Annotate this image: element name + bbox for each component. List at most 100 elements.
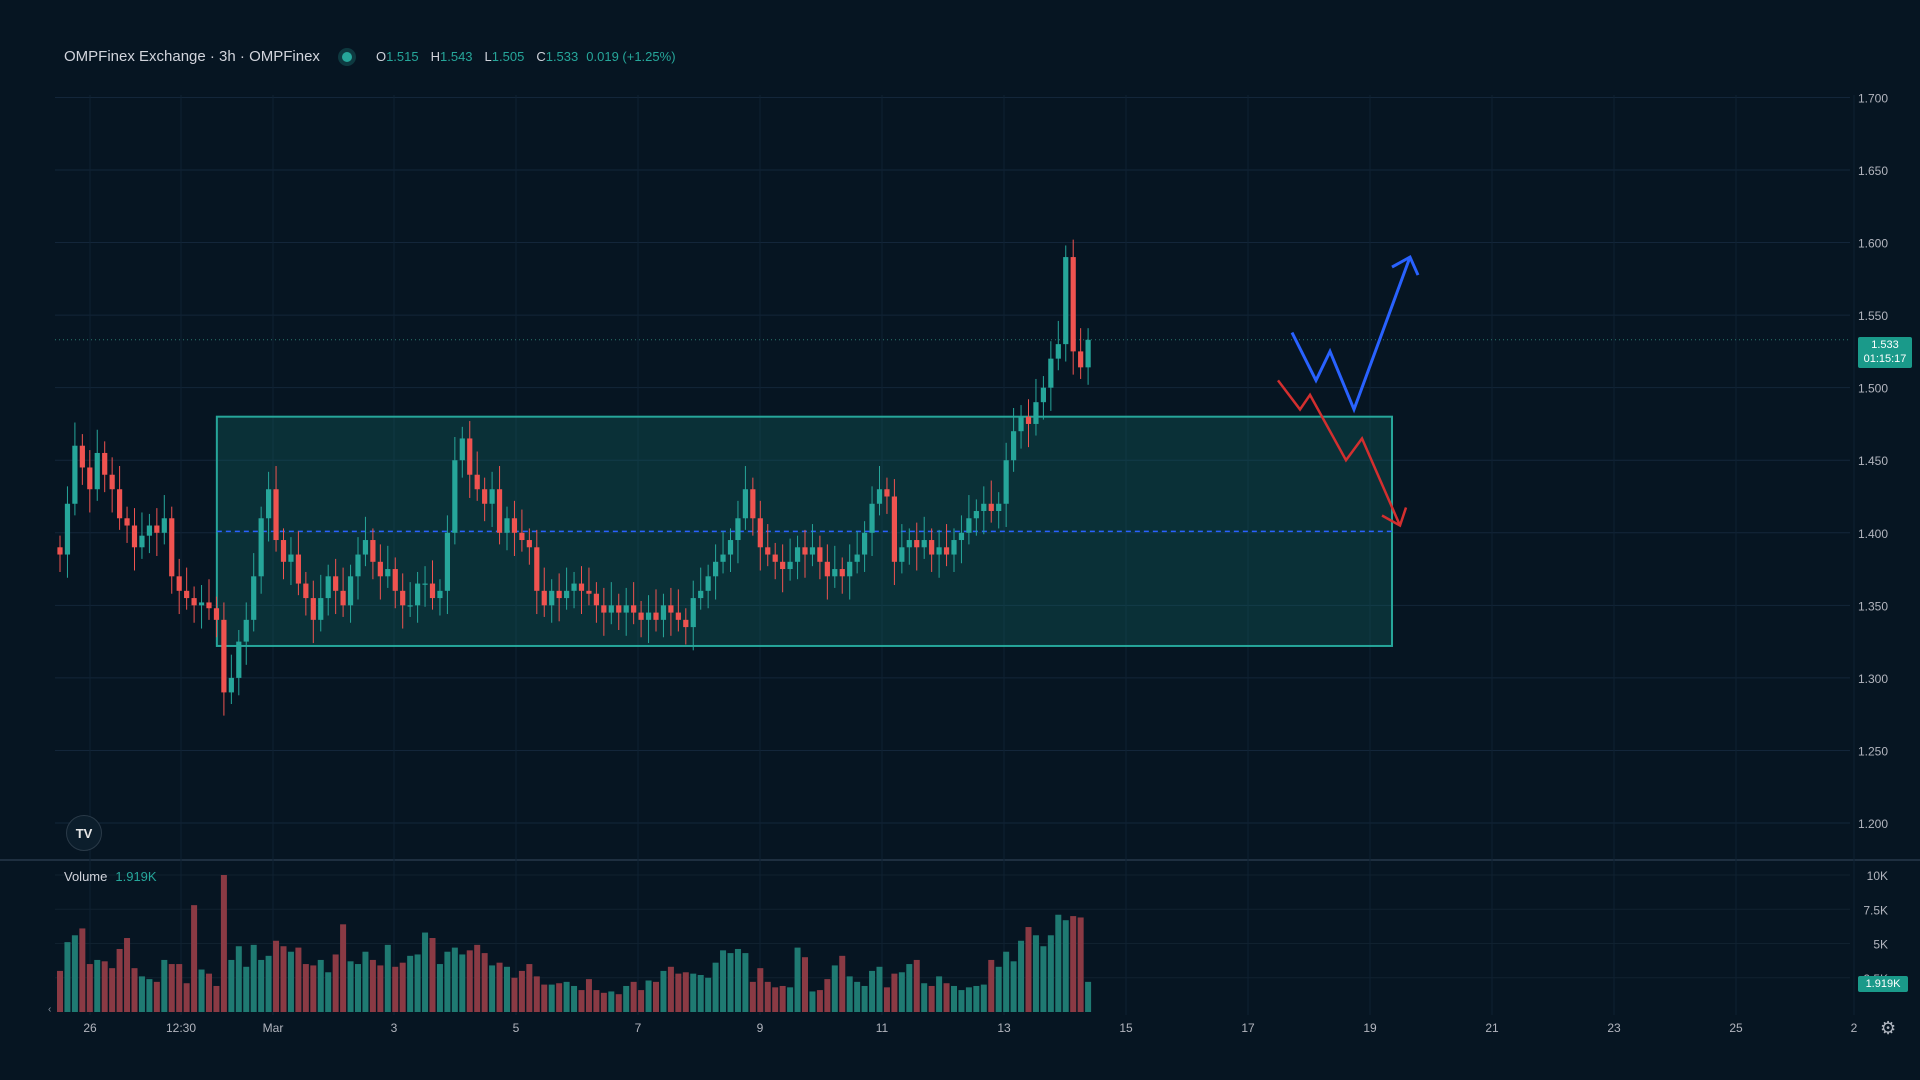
candle-down (780, 544, 786, 593)
volume-bar (228, 959, 235, 1012)
volume-bar (355, 964, 361, 1012)
candle-up (72, 422, 78, 516)
candle-body (750, 489, 756, 519)
candle-up (355, 537, 361, 600)
volume-tick-label: 10K (1867, 869, 1888, 883)
volume-bar (317, 959, 324, 1012)
price-tick-label: 1.300 (1858, 672, 1888, 686)
candle-down (668, 587, 674, 636)
candle-body (94, 452, 100, 490)
candle-up (489, 471, 495, 527)
candle-body (474, 474, 480, 490)
candle-up (698, 567, 704, 610)
volume-bar (727, 953, 734, 1012)
volume-bar (600, 992, 607, 1012)
volume-bar (1003, 951, 1010, 1012)
candle-body (742, 489, 748, 519)
volume-bar (973, 985, 980, 1012)
candle-down (191, 586, 197, 623)
volume-bar (615, 994, 622, 1012)
candle-body (184, 590, 190, 599)
volume-bar (496, 962, 503, 1012)
candle-up (415, 571, 421, 623)
bullish-projection-path (1290, 256, 1412, 414)
volume-bar (64, 942, 71, 1012)
candle-body (556, 590, 562, 599)
candle-down (124, 506, 130, 543)
candle-body (802, 547, 808, 555)
candle-body (876, 489, 883, 504)
candle-down (377, 544, 383, 600)
candle-body (884, 489, 890, 497)
candle-down (817, 535, 823, 580)
volume-bar (690, 973, 697, 1012)
candle-body (415, 583, 421, 606)
tradingview-logo-icon[interactable]: TV (66, 815, 102, 851)
candle-up (951, 528, 957, 572)
candle-body (824, 561, 830, 577)
volume-bar (831, 965, 838, 1012)
volume-bar (772, 987, 779, 1012)
symbol-title[interactable]: OMPFinex Exchange · 3h · OMPFinex (64, 48, 320, 65)
volume-bar (742, 953, 749, 1012)
candle-down (333, 558, 339, 615)
chart-grid (0, 95, 1920, 1015)
settings-gear-icon[interactable]: ⚙ (1880, 1018, 1897, 1038)
candle-body (72, 445, 78, 504)
time-tick-label: 26 (83, 1021, 97, 1035)
volume-bar (623, 985, 630, 1012)
scroll-left-icon[interactable]: ‹ (48, 1004, 52, 1015)
volume-bar (965, 987, 972, 1012)
candle-body (720, 554, 726, 562)
volume-bar (1010, 961, 1017, 1012)
candle-up (645, 595, 652, 644)
candle-down (884, 477, 890, 514)
last-price-value: 1.533 (1871, 339, 1899, 351)
candle-body (638, 612, 644, 620)
bearish-arrowhead (1381, 507, 1408, 528)
candle-up (564, 567, 570, 610)
candle-up (236, 630, 242, 696)
candle-body (333, 576, 339, 591)
volume-bar (779, 985, 786, 1012)
volume-bar (1025, 927, 1032, 1012)
candle-up (832, 545, 838, 588)
volume-bar (213, 985, 220, 1012)
volume-bar (951, 985, 957, 1012)
candle-up (742, 466, 748, 530)
candle-down (221, 602, 227, 716)
candle-up (1048, 341, 1054, 411)
time-tick-label: 2 (1851, 1021, 1858, 1035)
candle-down (1025, 399, 1032, 448)
candle-down (765, 524, 771, 567)
candle-body (444, 532, 450, 591)
candle-body (772, 554, 778, 562)
candle-down (109, 457, 115, 513)
candle-up (735, 500, 741, 564)
candle-down (87, 450, 93, 513)
candle-up (899, 524, 905, 574)
candle-up (906, 528, 912, 565)
candle-down (392, 557, 398, 609)
volume-bar (928, 985, 935, 1012)
volume-bar (504, 966, 510, 1012)
volume-bar (466, 950, 473, 1012)
volume-bar (571, 985, 578, 1012)
volume-bar (399, 962, 406, 1012)
candle-body (571, 583, 577, 591)
time-tick-label: 15 (1119, 1021, 1133, 1035)
candle-up (243, 602, 249, 665)
close-label: C (536, 49, 546, 64)
open-label: O (375, 49, 387, 64)
volume-legend[interactable]: Volume 1.919K (64, 869, 157, 884)
candle-body (422, 583, 428, 585)
candle-up (854, 531, 860, 574)
candle-body (973, 511, 979, 519)
volume-bar (824, 979, 831, 1012)
candle-down (593, 582, 599, 623)
volume-bar (653, 981, 659, 1012)
candle-body (221, 619, 227, 693)
candle-up (146, 513, 152, 554)
candle-body (534, 547, 540, 591)
